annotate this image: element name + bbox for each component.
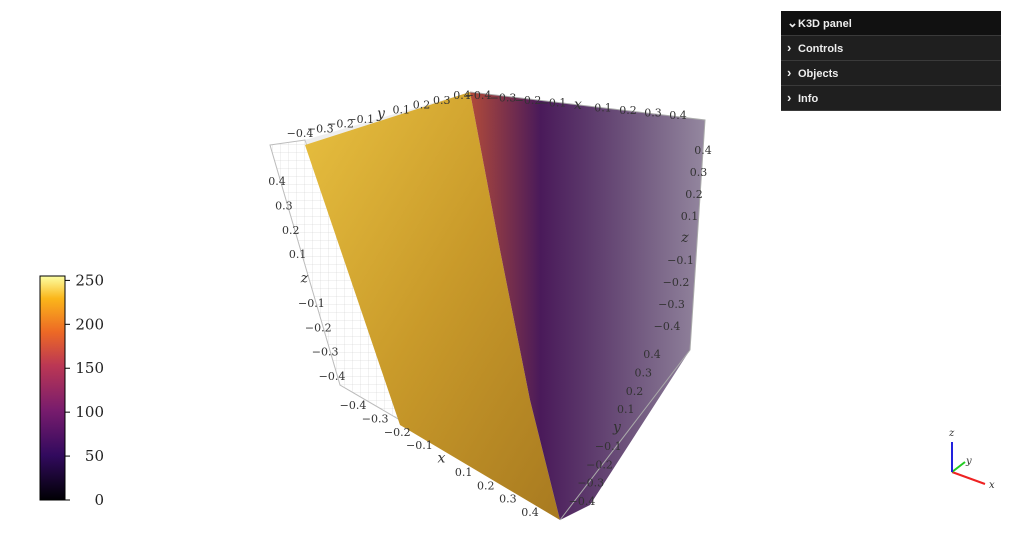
axis-label: x: [574, 97, 582, 113]
axis-tick-label: −0.2: [586, 458, 613, 471]
axis-tick-label: −0.2: [305, 321, 332, 334]
axis-tick-label: 0.1: [455, 466, 473, 479]
axis-tick-label: 0.2: [477, 479, 495, 492]
axis-tick-label: 0.3: [499, 493, 517, 506]
axis-tick-label: 0.3: [433, 94, 451, 107]
panel-item[interactable]: Controls: [781, 36, 1001, 61]
triad-label: x: [989, 480, 995, 491]
triad-label: y: [965, 456, 972, 467]
axis-tick-label: −0.4: [287, 127, 314, 140]
axis-tick-label: 0.4: [694, 144, 712, 157]
axis-tick-label: −0.4: [654, 320, 681, 333]
axis-tick-label: 0.4: [453, 89, 471, 102]
axis-tick-label: 0.1: [594, 102, 612, 115]
axis-tick-label: −0.4: [465, 89, 492, 102]
axis-tick-label: 0.1: [393, 103, 411, 116]
axis-tick-label: 0.3: [275, 199, 293, 212]
axis-tick-label: −0.3: [307, 122, 334, 135]
panel-title[interactable]: K3D panel: [781, 11, 1001, 36]
axis-tick-label: −0.1: [298, 297, 325, 310]
axis-tick-label: 0.2: [626, 385, 644, 398]
volume-face: [305, 92, 560, 520]
panel-item[interactable]: Objects: [781, 61, 1001, 86]
triad-label: z: [948, 428, 955, 439]
axis-tick-label: −0.1: [540, 97, 567, 110]
colorbar-tick-label: 150: [75, 359, 104, 377]
axis-tick-label: 0.4: [268, 175, 286, 188]
axis-tick-label: −0.1: [406, 439, 433, 452]
axis-tick-label: −0.1: [667, 254, 694, 267]
axis-label: x: [438, 451, 446, 467]
axis-tick-label: −0.3: [312, 346, 339, 359]
axis-tick-label: −0.1: [347, 113, 374, 126]
axis-tick-label: 0.3: [690, 166, 708, 179]
bounding-box: [469, 91, 706, 521]
panel-item[interactable]: Info: [781, 86, 1001, 111]
axis-tick-label: −0.2: [663, 276, 690, 289]
colorbar-tick-label: 200: [75, 315, 104, 333]
axis-tick-label: −0.4: [319, 370, 346, 383]
axis-tick-label: 0.1: [617, 403, 635, 416]
axis-tick-label: 0.3: [644, 107, 662, 120]
axis-tick-label: 0.1: [289, 248, 307, 261]
axis-tick-label: −0.2: [515, 94, 542, 107]
axis-tick-label: 0.1: [681, 210, 699, 223]
k3d-panel: K3D panel ControlsObjectsInfo: [781, 11, 1001, 111]
axis-tick-label: −0.3: [658, 298, 685, 311]
axis-label: y: [612, 420, 622, 436]
axis-tick-label: −0.3: [490, 92, 517, 105]
axis-label: z: [300, 271, 309, 287]
axis-tick-label: −0.2: [384, 426, 411, 439]
axis-tick-label: −0.1: [595, 440, 622, 453]
colorbar-tick-label: 50: [85, 447, 104, 465]
axis-label: y: [376, 106, 386, 122]
axis-tick-label: 0.2: [282, 224, 300, 237]
axis-tick-label: 0.2: [413, 99, 431, 112]
volume-face: [470, 92, 705, 520]
axis-tick-label: −0.3: [577, 477, 604, 490]
axis-tick-label: 0.4: [669, 109, 687, 122]
triad-x: [951, 471, 986, 485]
axis-tick-label: −0.4: [569, 495, 596, 508]
axis-tick-label: 0.4: [521, 506, 539, 519]
axis-tick-label: −0.3: [362, 412, 389, 425]
axis-tick-label: −0.4: [340, 399, 367, 412]
axis-tick-label: 0.3: [635, 366, 653, 379]
axis-tick-label: 0.4: [643, 348, 661, 361]
axis-tick-label: −0.2: [327, 118, 354, 131]
triad-y: [951, 461, 966, 473]
axis-tick-label: 0.2: [685, 188, 703, 201]
axis-label: z: [680, 230, 689, 246]
colorbar-tick-label: 100: [75, 403, 104, 421]
colorbar: [39, 275, 66, 501]
colorbar-tick-label: 0: [94, 491, 104, 509]
colorbar-tick-label: 250: [75, 271, 104, 289]
axis-tick-label: 0.2: [619, 104, 637, 117]
